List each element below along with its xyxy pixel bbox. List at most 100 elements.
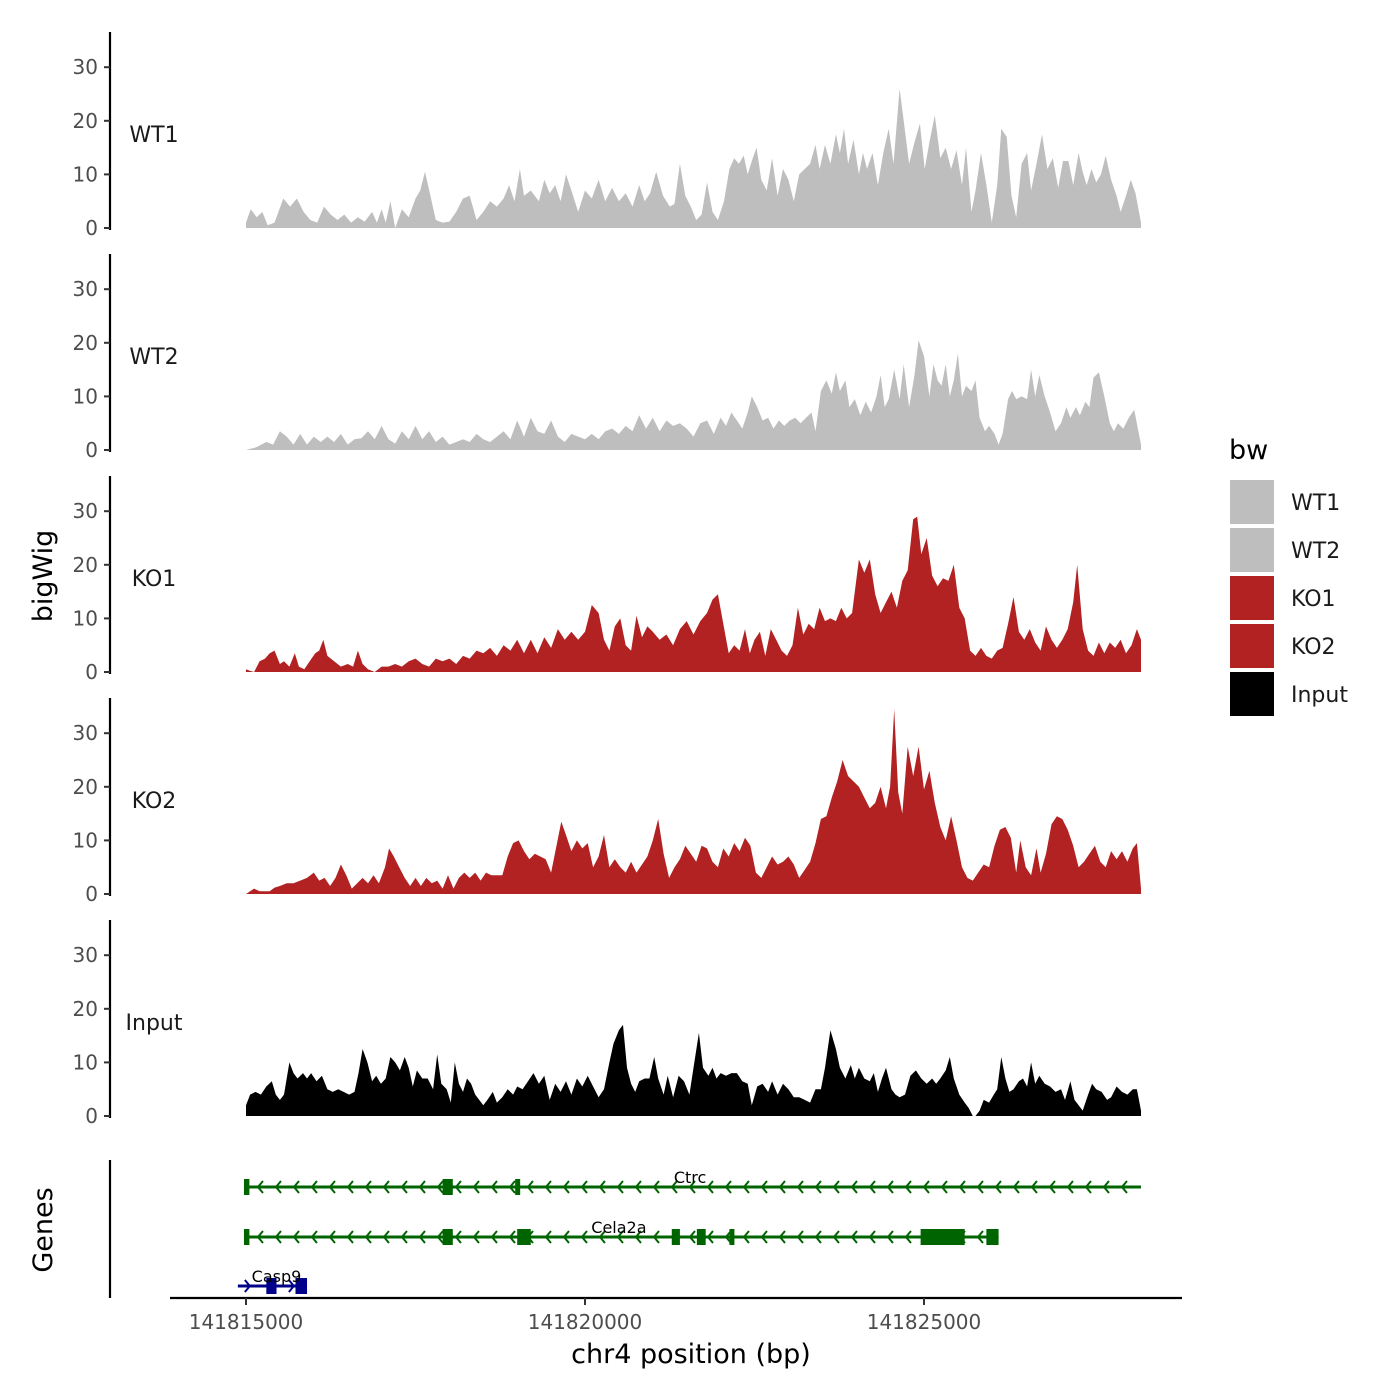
y-tick-label: 20 [73,775,98,799]
strand-arrow [868,1230,876,1244]
legend-item-ko2: KO2 [1230,624,1336,668]
strand-arrow [418,1230,426,1244]
strand-arrow [310,1230,318,1244]
strand-arrow [760,1230,768,1244]
gene-track: Ctrc Cela2a Casp9 [108,1160,1141,1298]
legend-title: bw [1229,435,1268,466]
gene-cela2a: Cela2a [243,1218,999,1245]
legend-swatch [1230,480,1274,524]
legend: bw WT1 WT2 KO1 KO2 Input [1229,435,1348,716]
strand-arrow [256,1230,264,1244]
strand-arrow [436,1180,444,1194]
strand-arrow [1102,1180,1110,1194]
track-wt1: 0 10 20 30 WT1 [73,32,1141,240]
strand-arrow [328,1230,336,1244]
exon [243,1229,250,1245]
strand-arrow [760,1180,768,1194]
strand-arrow [742,1180,750,1194]
strand-arrow [886,1230,894,1244]
legend-label: KO1 [1291,587,1336,612]
strand-arrow [382,1180,390,1194]
strand-arrow [1066,1180,1074,1194]
exon [729,1229,735,1245]
strand-arrow [616,1180,624,1194]
strand-arrow [274,1230,282,1244]
coverage-area-ko2 [246,709,1141,894]
strand-arrow [616,1230,624,1244]
coverage-tracks: 0 10 20 30 WT1 0 10 20 30 WT2 0 10 20 30 KO1 0 10 20 30 KO2… [73,32,1141,1128]
legend-label: WT1 [1291,491,1340,516]
strand-arrow [850,1180,858,1194]
strand-arrow [904,1180,912,1194]
strand-arrow [1120,1180,1128,1194]
strand-arrow [382,1230,390,1244]
legend-swatch [1230,672,1274,716]
strand-arrow [922,1180,930,1194]
strand-arrow [400,1180,408,1194]
exon [696,1229,706,1245]
exon [243,1179,250,1195]
gene-label: Cela2a [591,1218,646,1237]
legend-swatch [1230,528,1274,572]
strand-arrow [288,1279,296,1293]
y-tick-label: 30 [73,55,98,79]
y-tick-label: 0 [85,438,98,462]
strand-arrow [1030,1180,1038,1194]
strand-arrow [400,1230,408,1244]
strand-arrow [832,1230,840,1244]
strand-arrow [634,1180,642,1194]
strand-arrow [454,1180,462,1194]
exon [517,1229,531,1245]
gene-casp9: Casp9 [237,1267,308,1294]
legend-item-input: Input [1230,672,1348,716]
y-tick-label: 10 [73,828,98,852]
strand-arrow [598,1230,606,1244]
track-label: KO1 [132,567,177,592]
legend-label: Input [1291,683,1348,708]
strand-arrow [526,1180,534,1194]
gene-ctrc: Ctrc [243,1168,1141,1195]
gene-label: Ctrc [674,1168,706,1187]
strand-arrow [454,1230,462,1244]
strand-arrow [436,1230,444,1244]
exon [266,1278,277,1294]
track-input: 0 10 20 30 Input [73,920,1141,1128]
y-tick-label: 30 [73,721,98,745]
strand-arrow [850,1230,858,1244]
strand-arrow [1048,1180,1056,1194]
y-tick-label: 20 [73,553,98,577]
track-wt2: 0 10 20 30 WT2 [73,254,1141,462]
legend-label: KO2 [1291,635,1336,660]
y-tick-label: 30 [73,499,98,523]
strand-arrow [562,1230,570,1244]
strand-arrow [256,1180,264,1194]
strand-arrow [976,1180,984,1194]
strand-arrow [778,1180,786,1194]
x-tick-label: 141820000 [528,1310,643,1334]
strand-arrow [796,1230,804,1244]
strand-arrow [580,1180,588,1194]
strand-arrow [634,1230,642,1244]
gene-label: Casp9 [252,1267,302,1286]
strand-arrow [868,1180,876,1194]
y-tick-label: 10 [73,606,98,630]
strand-arrow [490,1230,498,1244]
coverage-area-input [246,1024,1141,1116]
strand-arrow [364,1180,372,1194]
strand-arrow [292,1180,300,1194]
y-tick-label: 10 [73,1050,98,1074]
strand-arrow [292,1230,300,1244]
legend-swatch [1230,576,1274,620]
y-tick-label: 0 [85,216,98,240]
strand-arrow [598,1180,606,1194]
exon [671,1229,680,1245]
strand-arrow [346,1230,354,1244]
x-tick-label: 141825000 [867,1310,982,1334]
y-tick-label: 0 [85,660,98,684]
strand-arrow [976,1230,984,1244]
strand-arrow [562,1180,570,1194]
strand-arrow [958,1180,966,1194]
strand-arrow [364,1230,372,1244]
strand-arrow [688,1180,696,1194]
